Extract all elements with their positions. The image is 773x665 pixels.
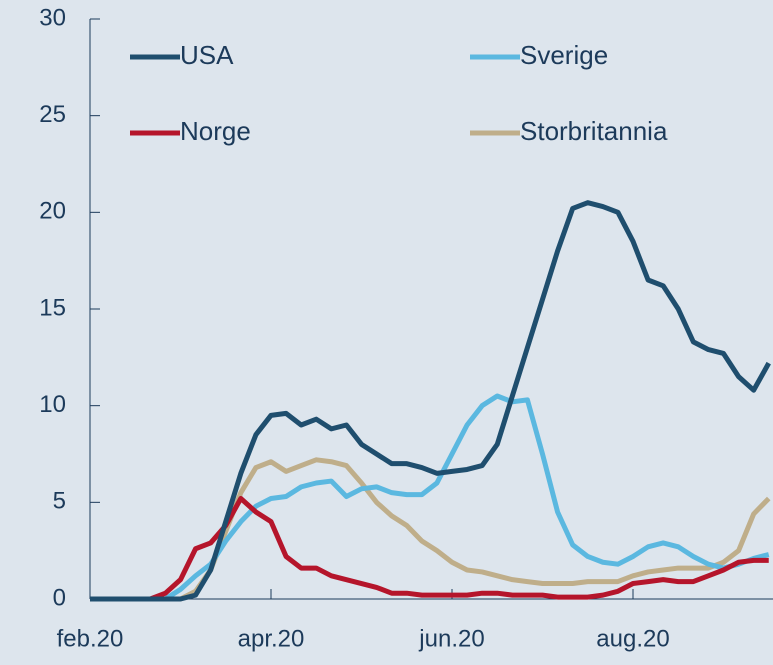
y-tick-label: 30 xyxy=(39,4,66,31)
y-tick-label: 5 xyxy=(53,488,66,515)
legend-label: Storbritannia xyxy=(520,116,668,146)
line-series xyxy=(90,200,771,602)
legend-label: USA xyxy=(180,40,234,70)
legend-label: Norge xyxy=(180,116,251,146)
line-series xyxy=(90,393,770,602)
y-tick-label: 25 xyxy=(39,101,66,128)
y-tick-label: 0 xyxy=(53,584,66,611)
x-tick-label: apr.20 xyxy=(238,625,305,652)
x-tick-label: feb.20 xyxy=(57,625,124,652)
y-tick-label: 10 xyxy=(39,391,66,418)
legend-label: Sverige xyxy=(520,40,608,70)
x-tick-label: jun.20 xyxy=(418,625,484,652)
x-tick-label: aug.20 xyxy=(596,625,669,652)
line-series xyxy=(90,495,769,602)
y-tick-label: 20 xyxy=(39,198,66,225)
y-tick-label: 15 xyxy=(39,294,66,321)
